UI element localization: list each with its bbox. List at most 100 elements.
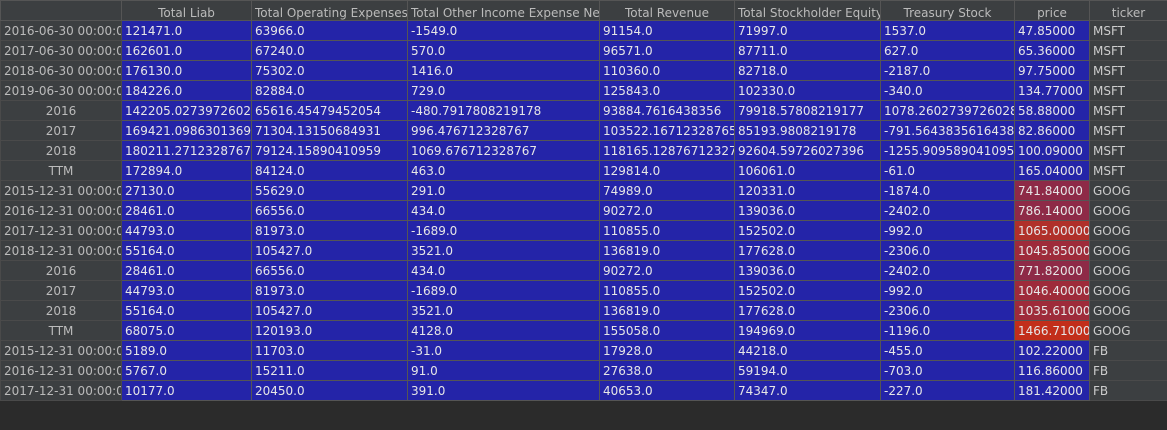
cell-total-stockholder-equity[interactable]: 106061.0 <box>734 160 881 181</box>
column-header-total-revenue[interactable]: Total Revenue <box>599 0 735 21</box>
cell-total-revenue[interactable]: 74989.0 <box>599 180 735 201</box>
cell-total-other-income-expense-net[interactable]: 4128.0 <box>407 320 600 341</box>
cell-total-stockholder-equity[interactable]: 79918.57808219177 <box>734 100 881 121</box>
cell-total-operating-expenses[interactable]: 55629.0 <box>251 180 408 201</box>
cell-total-revenue[interactable]: 93884.7616438356 <box>599 100 735 121</box>
cell-total-revenue[interactable]: 27638.0 <box>599 360 735 381</box>
row-index-label[interactable]: 2015-12-31 00:00:00 <box>0 340 122 361</box>
cell-total-operating-expenses[interactable]: 105427.0 <box>251 300 408 321</box>
row-index-label[interactable]: 2018 <box>0 140 122 161</box>
cell-treasury-stock[interactable]: -1255.9095890410958 <box>880 140 1015 161</box>
cell-price[interactable]: 771.82000 <box>1014 260 1090 281</box>
row-index-label[interactable]: 2016 <box>0 100 122 121</box>
row-index-label[interactable]: 2016-06-30 00:00:00 <box>0 20 122 41</box>
cell-total-other-income-expense-net[interactable]: 291.0 <box>407 180 600 201</box>
cell-ticker[interactable]: MSFT <box>1089 160 1167 181</box>
cell-total-stockholder-equity[interactable]: 152502.0 <box>734 220 881 241</box>
cell-ticker[interactable]: MSFT <box>1089 40 1167 61</box>
cell-total-liab[interactable]: 10177.0 <box>121 380 252 401</box>
cell-price[interactable]: 82.86000 <box>1014 120 1090 141</box>
cell-total-revenue[interactable]: 155058.0 <box>599 320 735 341</box>
cell-total-other-income-expense-net[interactable]: 570.0 <box>407 40 600 61</box>
cell-treasury-stock[interactable]: -992.0 <box>880 220 1015 241</box>
cell-total-operating-expenses[interactable]: 82884.0 <box>251 80 408 101</box>
cell-ticker[interactable]: GOOG <box>1089 220 1167 241</box>
cell-total-revenue[interactable]: 118165.12876712327 <box>599 140 735 161</box>
cell-total-operating-expenses[interactable]: 65616.45479452054 <box>251 100 408 121</box>
table-row[interactable]: 2017 169421.09863013698 71304.13150684931 9… <box>0 120 1167 141</box>
cell-total-other-income-expense-net[interactable]: 3521.0 <box>407 300 600 321</box>
cell-total-stockholder-equity[interactable]: 177628.0 <box>734 240 881 261</box>
cell-total-stockholder-equity[interactable]: 139036.0 <box>734 200 881 221</box>
cell-price[interactable]: 1046.40000 <box>1014 280 1090 301</box>
cell-total-operating-expenses[interactable]: 63966.0 <box>251 20 408 41</box>
cell-total-other-income-expense-net[interactable]: 391.0 <box>407 380 600 401</box>
cell-total-operating-expenses[interactable]: 84124.0 <box>251 160 408 181</box>
cell-total-stockholder-equity[interactable]: 139036.0 <box>734 260 881 281</box>
row-index-label[interactable]: TTM <box>0 160 122 181</box>
cell-total-stockholder-equity[interactable]: 82718.0 <box>734 60 881 81</box>
cell-price[interactable]: 181.42000 <box>1014 380 1090 401</box>
cell-price[interactable]: 1466.71000 <box>1014 320 1090 341</box>
cell-total-liab[interactable]: 121471.0 <box>121 20 252 41</box>
table-row[interactable]: 2019-06-30 00:00:00 184226.0 82884.0 729.0 1… <box>0 80 1167 101</box>
column-header-total-liab[interactable]: Total Liab <box>121 0 252 21</box>
table-row[interactable]: 2015-12-31 00:00:00 5189.0 11703.0 -31.0 179… <box>0 340 1167 361</box>
cell-treasury-stock[interactable]: -340.0 <box>880 80 1015 101</box>
table-row[interactable]: 2018-12-31 00:00:00 55164.0 105427.0 3521.0… <box>0 240 1167 261</box>
row-index-label[interactable]: 2017 <box>0 280 122 301</box>
row-index-label[interactable]: 2016 <box>0 260 122 281</box>
cell-total-revenue[interactable]: 125843.0 <box>599 80 735 101</box>
cell-price[interactable]: 116.86000 <box>1014 360 1090 381</box>
cell-price[interactable]: 97.75000 <box>1014 60 1090 81</box>
cell-total-other-income-expense-net[interactable]: -480.7917808219178 <box>407 100 600 121</box>
row-index-label[interactable]: 2017-06-30 00:00:00 <box>0 40 122 61</box>
cell-price[interactable]: 1035.61000 <box>1014 300 1090 321</box>
cell-total-other-income-expense-net[interactable]: 91.0 <box>407 360 600 381</box>
cell-ticker[interactable]: GOOG <box>1089 320 1167 341</box>
cell-treasury-stock[interactable]: -992.0 <box>880 280 1015 301</box>
cell-total-revenue[interactable]: 40653.0 <box>599 380 735 401</box>
cell-total-liab[interactable]: 55164.0 <box>121 240 252 261</box>
row-index-label[interactable]: 2017-12-31 00:00:00 <box>0 380 122 401</box>
cell-total-operating-expenses[interactable]: 71304.13150684931 <box>251 120 408 141</box>
cell-total-operating-expenses[interactable]: 20450.0 <box>251 380 408 401</box>
row-index-label[interactable]: 2016-12-31 00:00:00 <box>0 200 122 221</box>
cell-ticker[interactable]: GOOG <box>1089 260 1167 281</box>
cell-total-stockholder-equity[interactable]: 71997.0 <box>734 20 881 41</box>
cell-total-liab[interactable]: 68075.0 <box>121 320 252 341</box>
cell-total-stockholder-equity[interactable]: 120331.0 <box>734 180 881 201</box>
row-index-label[interactable]: 2015-12-31 00:00:00 <box>0 180 122 201</box>
cell-price[interactable]: 165.04000 <box>1014 160 1090 181</box>
cell-price[interactable]: 1065.00000 <box>1014 220 1090 241</box>
table-row[interactable]: 2018 55164.0 105427.0 3521.0 136819.0 177628.… <box>0 300 1167 321</box>
cell-total-revenue[interactable]: 129814.0 <box>599 160 735 181</box>
cell-total-liab[interactable]: 169421.09863013698 <box>121 120 252 141</box>
cell-treasury-stock[interactable]: 627.0 <box>880 40 1015 61</box>
cell-total-other-income-expense-net[interactable]: 996.476712328767 <box>407 120 600 141</box>
cell-total-operating-expenses[interactable]: 75302.0 <box>251 60 408 81</box>
cell-total-operating-expenses[interactable]: 66556.0 <box>251 200 408 221</box>
cell-total-revenue[interactable]: 110360.0 <box>599 60 735 81</box>
row-index-label[interactable]: TTM <box>0 320 122 341</box>
cell-treasury-stock[interactable]: -2306.0 <box>880 240 1015 261</box>
row-index-label[interactable]: 2018-12-31 00:00:00 <box>0 240 122 261</box>
cell-total-liab[interactable]: 5767.0 <box>121 360 252 381</box>
cell-treasury-stock[interactable]: -791.5643835616438 <box>880 120 1015 141</box>
table-row[interactable]: 2016 28461.0 66556.0 434.0 90272.0 139036.0 -2… <box>0 260 1167 281</box>
cell-price[interactable]: 100.09000 <box>1014 140 1090 161</box>
cell-total-other-income-expense-net[interactable]: -1549.0 <box>407 20 600 41</box>
cell-treasury-stock[interactable]: -61.0 <box>880 160 1015 181</box>
cell-ticker[interactable]: MSFT <box>1089 80 1167 101</box>
cell-treasury-stock[interactable]: -455.0 <box>880 340 1015 361</box>
cell-total-other-income-expense-net[interactable]: 1069.676712328767 <box>407 140 600 161</box>
cell-price[interactable]: 786.14000 <box>1014 200 1090 221</box>
table-row[interactable]: 2018 180211.2712328767 79124.15890410959 10… <box>0 140 1167 161</box>
row-index-label[interactable]: 2019-06-30 00:00:00 <box>0 80 122 101</box>
cell-total-stockholder-equity[interactable]: 59194.0 <box>734 360 881 381</box>
cell-total-liab[interactable]: 162601.0 <box>121 40 252 61</box>
cell-total-stockholder-equity[interactable]: 87711.0 <box>734 40 881 61</box>
cell-total-liab[interactable]: 27130.0 <box>121 180 252 201</box>
column-header-ticker[interactable]: ticker <box>1089 0 1167 21</box>
cell-total-stockholder-equity[interactable]: 44218.0 <box>734 340 881 361</box>
